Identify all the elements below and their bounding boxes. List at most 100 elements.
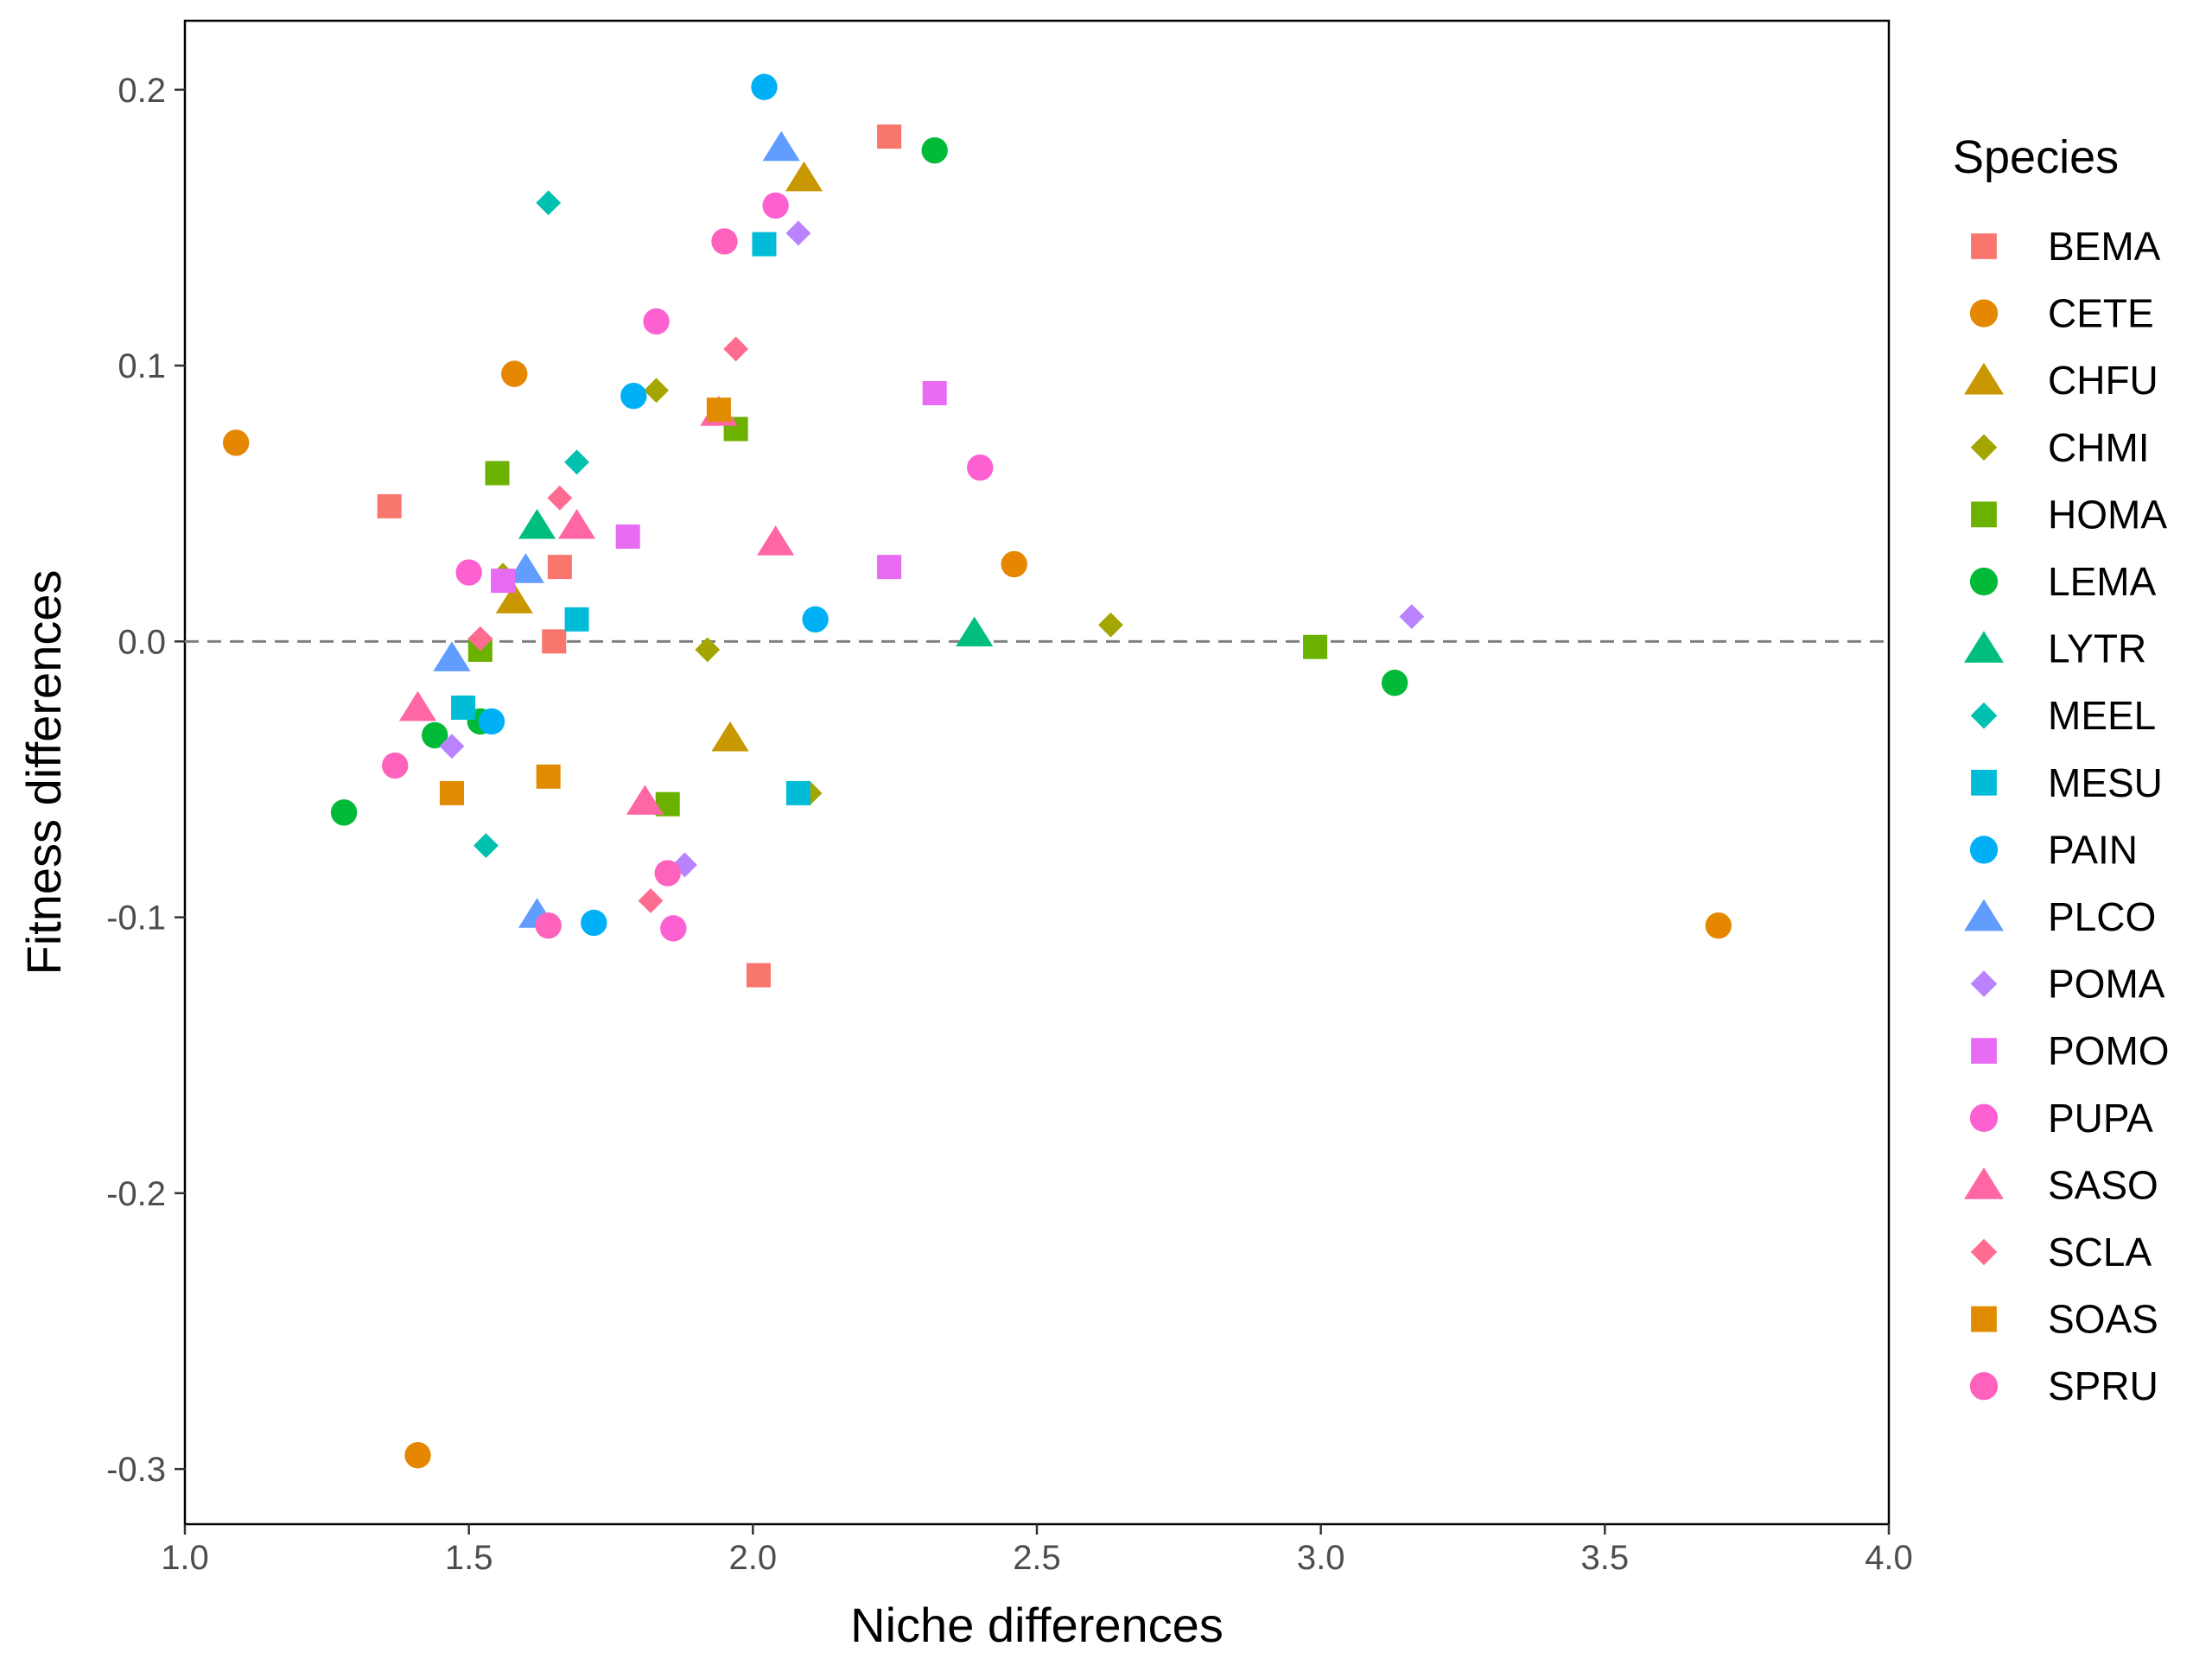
legend-label-mesu: MESU	[2048, 760, 2163, 805]
point-pomo	[615, 524, 640, 550]
legend-title: Species	[1953, 131, 2119, 183]
legend-key-spru	[1969, 1372, 1999, 1401]
point-scla	[547, 485, 573, 511]
point-pomo	[877, 555, 902, 580]
point-cete	[1001, 550, 1027, 578]
legend-key-poma	[1970, 970, 1998, 997]
point-cete	[1705, 912, 1732, 939]
point-pomo	[922, 381, 947, 406]
point-pupa	[660, 915, 687, 942]
legend-label-lytr: LYTR	[2048, 626, 2146, 671]
point-cete	[501, 360, 528, 387]
legend-label-bema: BEMA	[2048, 224, 2161, 269]
point-pupa	[762, 192, 789, 219]
legend-key-chmi	[1970, 434, 1998, 461]
plot-panel	[183, 19, 1891, 1526]
legend-label-saso: SASO	[2048, 1162, 2158, 1207]
point-lema	[422, 721, 448, 749]
legend-label-chmi: CHMI	[2048, 425, 2150, 470]
point-soas	[706, 397, 731, 423]
legend-key-chfu	[1964, 362, 2004, 395]
legend-label-scla: SCLA	[2048, 1230, 2152, 1274]
x-tick-label: 1.0	[161, 1539, 209, 1577]
point-poma	[785, 220, 811, 246]
point-soas	[536, 764, 561, 789]
point-plco	[762, 130, 800, 162]
point-pupa	[643, 308, 670, 335]
point-meel	[536, 190, 562, 216]
legend-label-chfu: CHFU	[2048, 358, 2158, 403]
point-lema	[330, 799, 358, 826]
point-poma	[1399, 604, 1425, 630]
legend-label-pain: PAIN	[2048, 827, 2138, 872]
point-pupa	[455, 559, 482, 586]
legend-key-meel	[1970, 702, 1998, 729]
x-axis-ticks: 1.0 1.5 2.0 2.5 3.0 3.5 4.0	[161, 1524, 1913, 1577]
point-bema	[746, 963, 771, 988]
x-axis-title: Niche differences	[850, 1598, 1224, 1652]
point-soas	[439, 780, 464, 805]
legend-label-pupa: PUPA	[2048, 1096, 2153, 1141]
legend-key-lema	[1969, 567, 1999, 596]
point-pain	[620, 383, 647, 410]
y-tick-label: 0.1	[118, 347, 166, 385]
legend-label-meel: MEEL	[2048, 693, 2156, 738]
point-bema	[377, 493, 402, 518]
legend-key-scla	[1970, 1238, 1998, 1266]
legend-label-lema: LEMA	[2048, 559, 2157, 604]
point-spru	[654, 860, 681, 887]
legend-label-plco: PLCO	[2048, 894, 2156, 939]
point-chfu	[495, 583, 533, 613]
point-scla	[723, 336, 749, 362]
point-bema	[547, 555, 572, 580]
point-lytr	[518, 509, 556, 539]
x-tick-label: 3.0	[1297, 1539, 1345, 1577]
point-bema	[877, 124, 902, 149]
point-mesu	[752, 232, 777, 257]
point-cete	[222, 429, 250, 456]
point-saso	[557, 509, 596, 539]
legend-key-pupa	[1969, 1103, 1999, 1132]
point-saso	[626, 785, 664, 815]
point-mesu	[451, 695, 476, 720]
point-cete	[404, 1441, 431, 1469]
point-spru	[535, 912, 562, 939]
point-pain	[802, 606, 829, 633]
x-tick-label: 3.5	[1581, 1539, 1630, 1577]
data-points	[222, 73, 1732, 1469]
legend-key-soas	[1971, 1306, 1997, 1332]
point-meel	[564, 449, 589, 475]
legend-key-pomo	[1971, 1038, 1997, 1065]
x-tick-label: 2.5	[1013, 1539, 1061, 1577]
y-tick-label: -0.1	[106, 899, 166, 938]
point-mesu	[785, 780, 810, 805]
point-chmi	[695, 637, 721, 663]
legend: BEMA CETE CHFU CHMI HOMA LEMA LYTR MEEL MESU PAIN…	[1964, 224, 2170, 1408]
y-tick-label: 0.2	[118, 72, 166, 110]
y-axis-ticks: -0.3 -0.2 -0.1 0.0 0.1 0.2	[106, 72, 185, 1489]
legend-key-saso	[1964, 1167, 2004, 1199]
point-lema	[1381, 670, 1408, 696]
point-pupa	[967, 454, 994, 481]
point-scla	[638, 888, 664, 913]
x-tick-label: 4.0	[1865, 1539, 1913, 1577]
legend-label-poma: POMA	[2048, 962, 2165, 1007]
legend-label-soas: SOAS	[2048, 1297, 2158, 1342]
legend-key-plco	[1964, 899, 2004, 931]
point-scla	[467, 626, 493, 652]
legend-key-cete	[1969, 299, 1999, 327]
point-spru	[711, 228, 738, 255]
legend-label-homa: HOMA	[2048, 492, 2167, 537]
point-spru	[382, 752, 409, 779]
point-saso	[398, 690, 437, 721]
y-tick-label: -0.2	[106, 1175, 166, 1213]
point-meel	[473, 833, 499, 859]
y-axis-title: Fitness differences	[16, 570, 71, 976]
legend-key-pain	[1969, 836, 1999, 864]
legend-label-pomo: POMO	[2048, 1028, 2170, 1073]
point-lema	[921, 137, 948, 164]
point-pain	[751, 73, 778, 100]
point-pain	[581, 909, 607, 937]
point-pomo	[491, 569, 516, 594]
legend-key-lytr	[1964, 631, 2004, 663]
